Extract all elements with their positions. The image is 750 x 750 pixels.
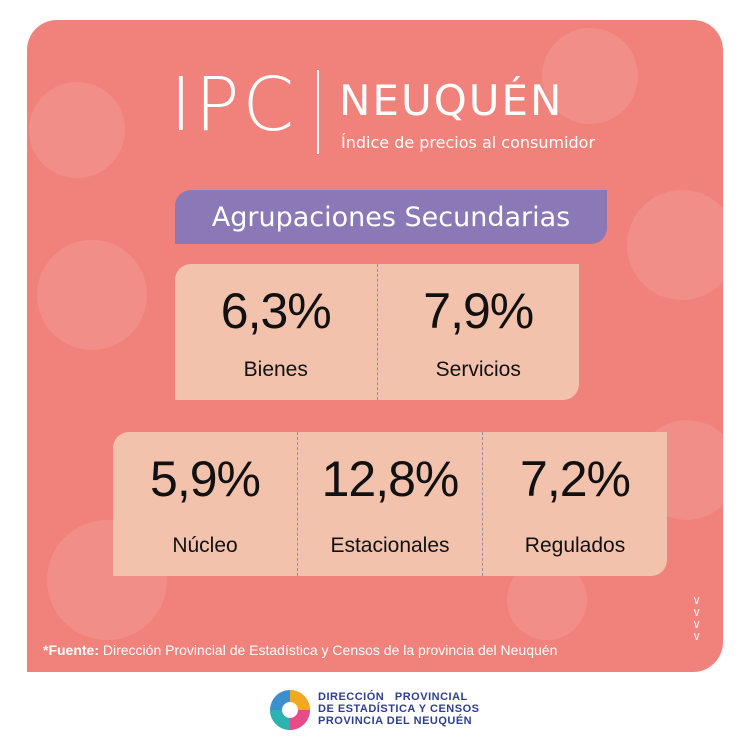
stat-label: Estacionales: [330, 534, 450, 557]
subtitle: Índice de precios al consumidor: [341, 133, 596, 152]
infographic-card: IPC NEUQUÉN Índice de precios al consumi…: [27, 20, 723, 672]
decorative-circle: [29, 82, 125, 178]
title-neuquen: NEUQUÉN: [339, 76, 564, 125]
institution-name-line: DIRECCIÓN PROVINCIAL: [318, 691, 468, 703]
stat-label: Regulados: [524, 534, 626, 557]
stat-value: 7,9%: [423, 283, 534, 339]
decorative-circle: [37, 240, 147, 350]
institution-name: DIRECCIÓN PROVINCIAL DE ESTADÍSTICA Y CE…: [318, 691, 479, 727]
stat-cell: 7,2% Regulados: [482, 432, 667, 576]
stat-value: 6,3%: [220, 283, 332, 339]
decorative-circle: [627, 190, 723, 300]
institution-logo-icon: [270, 690, 310, 730]
stats-box-goods-services: 6,3% Bienes 7,9% Servicios: [175, 264, 579, 400]
stat-cell: 6,3% Bienes: [175, 264, 377, 400]
stat-value: 7,2%: [520, 451, 631, 507]
stat-label: Bienes: [243, 358, 308, 381]
stat-cell: 5,9% Núcleo: [113, 432, 297, 576]
stat-label: Núcleo: [172, 534, 238, 557]
institution-name-line: DE ESTADÍSTICA Y CENSOS: [318, 703, 480, 715]
stats-box-categories: 5,9% Núcleo 12,8% Estacionales 7,2% Regu…: [113, 432, 667, 576]
source-prefix: *Fuente:: [43, 642, 99, 658]
title-ipc: IPC: [170, 62, 298, 148]
stat-cell: 7,9% Servicios: [376, 264, 580, 400]
stat-label: Servicios: [435, 358, 521, 381]
section-label: Agrupaciones Secundarias: [175, 190, 607, 244]
source-note: *Fuente: Dirección Provincial de Estadís…: [43, 642, 557, 658]
stat-value: 5,9%: [150, 451, 261, 507]
stat-cell: 12,8% Estacionales: [297, 432, 482, 576]
source-text: Dirección Provincial de Estadística y Ce…: [102, 642, 558, 658]
institution-name-line: PROVINCIA DEL NEUQUÉN: [318, 715, 473, 727]
stat-value: 12,8%: [321, 451, 460, 507]
title-divider: [317, 70, 319, 154]
chevron-down-icon: ∨ ∨ ∨ ∨: [692, 593, 701, 643]
decorative-circle: [542, 28, 638, 124]
